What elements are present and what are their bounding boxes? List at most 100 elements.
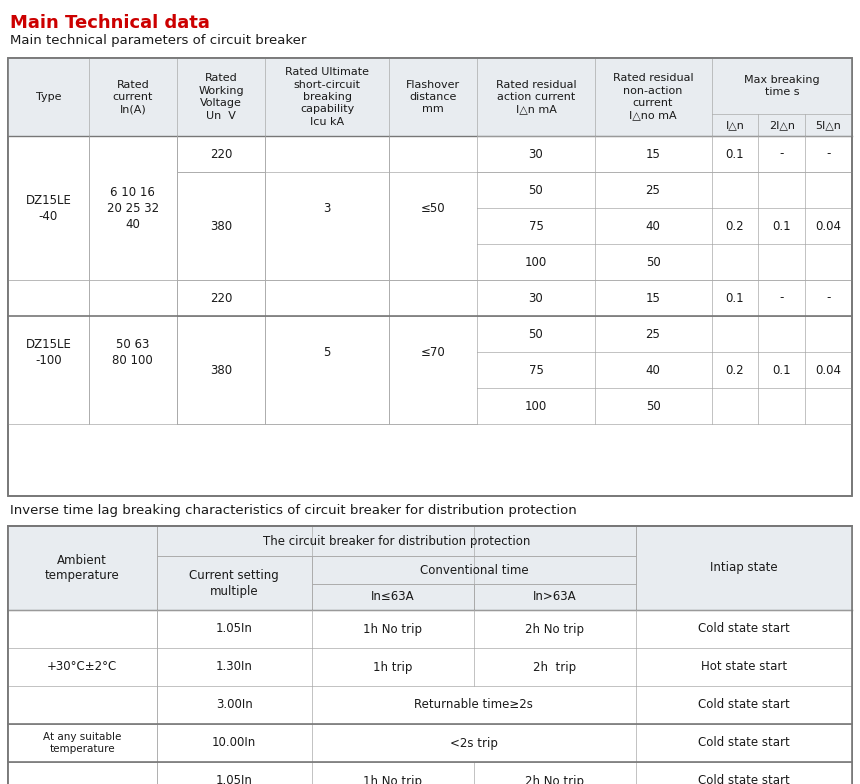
Bar [636, 648, 852, 686]
Text: 25: 25 [646, 328, 660, 340]
Bar [477, 316, 594, 352]
Bar [594, 172, 711, 208]
Text: The circuit breaker for distribution protection: The circuit breaker for distribution pro… [262, 535, 530, 547]
Text: 1.30In: 1.30In [216, 660, 253, 673]
Text: 30: 30 [529, 292, 544, 304]
Text: 100: 100 [525, 256, 547, 268]
Text: Main Technical data: Main Technical data [10, 14, 210, 32]
Text: 3: 3 [323, 201, 331, 215]
Bar [312, 724, 636, 762]
Bar [312, 648, 474, 686]
Bar [594, 352, 711, 388]
Text: 1.05In: 1.05In [216, 622, 253, 636]
Text: 25: 25 [646, 183, 660, 197]
Text: Conventional time: Conventional time [420, 564, 528, 576]
Bar [474, 584, 636, 610]
Text: Rated
Working
Voltage
Un  V: Rated Working Voltage Un V [199, 74, 244, 121]
Bar [636, 610, 852, 648]
Bar [157, 686, 312, 724]
Bar [8, 526, 157, 610]
Bar [157, 648, 312, 686]
Bar [477, 172, 594, 208]
Text: Cold state start: Cold state start [698, 736, 789, 750]
Text: 5: 5 [323, 346, 331, 358]
Text: Intiap state: Intiap state [710, 561, 777, 575]
Bar [594, 316, 711, 352]
Text: 0.1: 0.1 [726, 292, 744, 304]
Text: 10.00In: 10.00In [212, 736, 256, 750]
Bar [477, 352, 594, 388]
Bar [594, 244, 711, 280]
Text: -: - [826, 147, 831, 161]
Text: Flashover
distance
mm: Flashover distance mm [406, 80, 460, 114]
Text: 5I△n: 5I△n [815, 120, 842, 130]
Text: Cold state start: Cold state start [698, 622, 789, 636]
Bar [8, 762, 157, 784]
Bar [157, 724, 312, 762]
Bar [266, 280, 389, 424]
Text: Rated Ultimate
short-circuit
breaking
capability
Icu kA: Rated Ultimate short-circuit breaking ca… [286, 67, 369, 127]
Text: 100: 100 [525, 400, 547, 412]
Bar [312, 556, 636, 584]
Text: -: - [779, 292, 784, 304]
Text: 0.04: 0.04 [815, 220, 842, 233]
Text: Cold state start: Cold state start [698, 775, 789, 784]
Text: 3.00In: 3.00In [216, 699, 253, 712]
Text: Rated residual
action current
I△n mA: Rated residual action current I△n mA [495, 80, 576, 114]
Bar [594, 136, 711, 172]
Bar [474, 610, 636, 648]
Bar [8, 58, 852, 496]
Text: 75: 75 [529, 220, 544, 233]
Text: Max breaking
time s: Max breaking time s [744, 74, 820, 97]
Text: Inverse time lag breaking characteristics of circuit breaker for distribution pr: Inverse time lag breaking characteristic… [10, 504, 577, 517]
Bar [389, 136, 477, 280]
Bar [636, 526, 852, 610]
Bar [477, 208, 594, 244]
Bar [8, 526, 852, 784]
Bar [157, 556, 312, 610]
Bar [8, 58, 852, 496]
Text: Ambient
temperature: Ambient temperature [45, 554, 120, 583]
Text: 380: 380 [210, 220, 232, 233]
Text: 1h No trip: 1h No trip [364, 775, 422, 784]
Text: 0.1: 0.1 [772, 220, 791, 233]
Bar [8, 58, 852, 136]
Text: Current setting
multiple: Current setting multiple [189, 568, 279, 597]
Bar [477, 244, 594, 280]
Bar [477, 388, 594, 424]
Text: -: - [779, 147, 784, 161]
Text: 6 10 16
20 25 32
40: 6 10 16 20 25 32 40 [107, 186, 159, 230]
Text: Type: Type [35, 92, 61, 102]
Bar [89, 136, 177, 280]
Text: 30: 30 [529, 147, 544, 161]
Text: 15: 15 [646, 147, 660, 161]
Bar [594, 208, 711, 244]
Text: 75: 75 [529, 364, 544, 376]
Bar [177, 136, 266, 172]
Bar [8, 136, 89, 280]
Text: Main technical parameters of circuit breaker: Main technical parameters of circuit bre… [10, 34, 306, 47]
Bar [89, 280, 177, 424]
Bar [157, 610, 312, 648]
Bar [636, 762, 852, 784]
Text: ≤70: ≤70 [421, 346, 445, 358]
Text: 2h  trip: 2h trip [533, 660, 576, 673]
Bar [312, 686, 636, 724]
Text: 0.1: 0.1 [726, 147, 744, 161]
Bar [157, 762, 312, 784]
Bar [312, 762, 474, 784]
Text: 50: 50 [646, 256, 660, 268]
Text: 380: 380 [210, 364, 232, 376]
Bar [312, 584, 474, 610]
Text: DZ15LE
-40: DZ15LE -40 [26, 194, 71, 223]
Text: ≤50: ≤50 [421, 201, 445, 215]
Bar [266, 136, 389, 280]
Text: In≤63A: In≤63A [371, 590, 415, 604]
Bar [8, 610, 157, 724]
Text: In>63A: In>63A [533, 590, 577, 604]
Text: 220: 220 [210, 292, 232, 304]
Text: 1h No trip: 1h No trip [364, 622, 422, 636]
Text: Rated residual
non-action
current
I△no mA: Rated residual non-action current I△no m… [612, 74, 693, 121]
Text: 2I△n: 2I△n [769, 120, 795, 130]
Text: 1.05In: 1.05In [216, 775, 253, 784]
